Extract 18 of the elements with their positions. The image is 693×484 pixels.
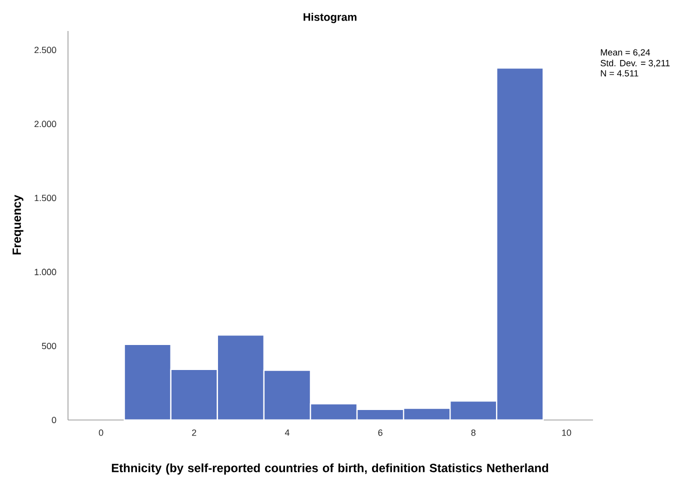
x-tick-label: 6 bbox=[378, 430, 382, 436]
x-tick-label: 0 bbox=[98, 430, 104, 436]
x-tick-label: 8 bbox=[471, 430, 476, 436]
x-tick-label: 2 bbox=[192, 430, 196, 436]
y-tick-label: 0 bbox=[52, 416, 56, 424]
y-axis-title: Frequency bbox=[12, 194, 24, 254]
y-tick-label: 1.500 bbox=[34, 194, 56, 202]
y-tick-label: 2.000 bbox=[34, 120, 56, 128]
y-tick-label: 2.500 bbox=[34, 46, 56, 54]
y-tick-label: 500 bbox=[42, 342, 56, 350]
y-tick-label: 1.000 bbox=[34, 268, 56, 276]
chart-title: Histogram bbox=[304, 12, 356, 24]
text: Mean = 6,24 bbox=[600, 49, 650, 57]
x-tick-label: 10 bbox=[562, 430, 572, 436]
text: N = 4.511 bbox=[600, 70, 638, 76]
x-tick-label: 4 bbox=[284, 430, 290, 436]
text: Std. Dev. = 3,211 bbox=[600, 60, 670, 68]
x-axis-title: Ethnicity (by self-reported countries of birth, definition Statistics Netherland bbox=[112, 463, 548, 475]
